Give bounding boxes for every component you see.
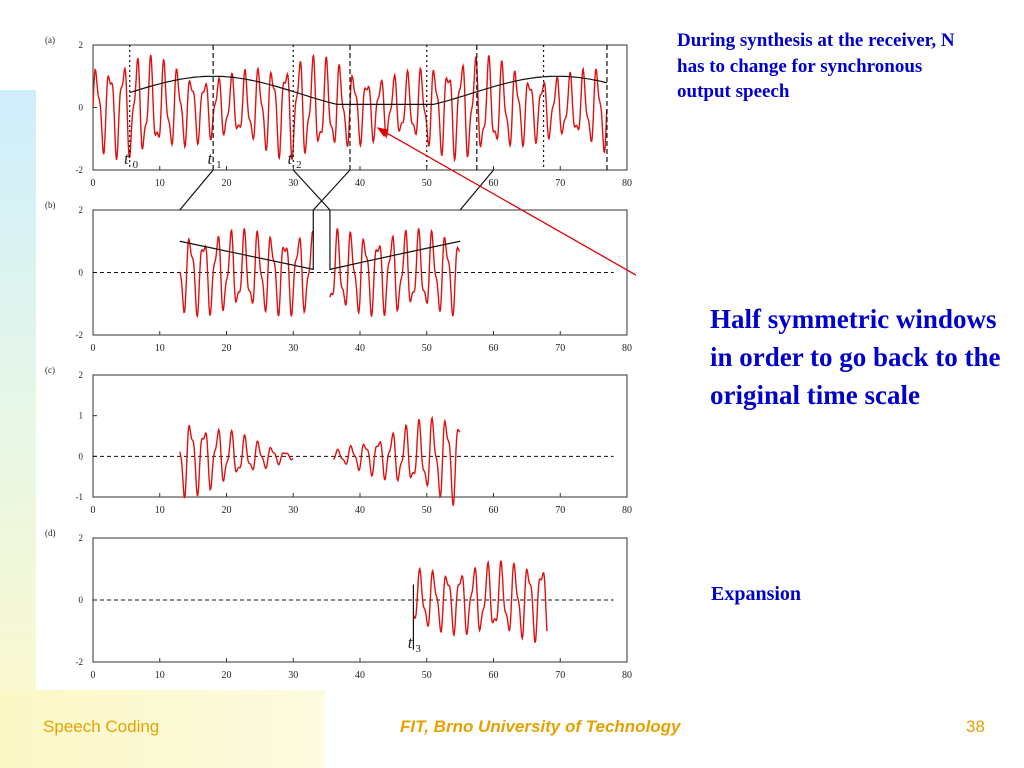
x-tick-label: 60 <box>489 178 499 189</box>
time-marker-subscript: 0 <box>133 159 139 171</box>
x-tick-label: 0 <box>91 505 96 516</box>
annotation-arrow-head <box>376 127 389 137</box>
y-tick-label: 0 <box>79 595 84 605</box>
y-tick-label: 2 <box>79 370 84 380</box>
x-tick-label: 10 <box>155 505 165 516</box>
y-tick-label: 2 <box>79 40 84 50</box>
x-tick-label: 0 <box>91 343 96 354</box>
window-envelope-b2 <box>329 210 461 271</box>
y-tick-label: -2 <box>76 165 84 175</box>
time-marker-label: t <box>207 149 213 168</box>
frame-connector <box>312 169 351 211</box>
footer-decor-band <box>0 690 325 768</box>
x-tick-label: 50 <box>422 178 432 189</box>
x-tick-label: 70 <box>555 343 565 354</box>
y-tick-label: 2 <box>79 533 84 543</box>
signal-trace-a <box>92 53 608 163</box>
x-tick-label: 80 <box>622 505 632 516</box>
footer-institution: FIT, Brno University of Technology <box>400 717 681 736</box>
x-tick-label: 60 <box>489 670 499 681</box>
x-tick-label: 60 <box>489 343 499 354</box>
x-tick-label: 80 <box>622 670 632 681</box>
x-tick-label: 20 <box>222 505 232 516</box>
time-marker-label: t <box>288 149 294 168</box>
panel-label: (c) <box>45 365 55 375</box>
x-tick-label: 0 <box>91 670 96 681</box>
x-tick-label: 50 <box>422 343 432 354</box>
x-tick-label: 10 <box>155 178 165 189</box>
x-tick-label: 80 <box>622 178 632 189</box>
x-tick-label: 40 <box>355 670 365 681</box>
panel-label: (a) <box>45 35 55 45</box>
note-expansion: Expansion <box>711 583 802 605</box>
x-tick-label: 40 <box>355 343 365 354</box>
window-envelope-a <box>129 75 608 105</box>
time-marker-label: t <box>408 633 414 652</box>
y-tick-label: 0 <box>79 451 84 461</box>
x-tick-label: 80 <box>622 343 632 354</box>
x-tick-label: 10 <box>155 670 165 681</box>
x-tick-label: 40 <box>355 178 365 189</box>
note-synthesis: During synthesis at the receiver, N has … <box>677 30 955 102</box>
signal-trace-c2 <box>332 415 461 507</box>
panel-label: (b) <box>45 200 56 210</box>
x-tick-label: 20 <box>222 343 232 354</box>
signal-trace-c1 <box>179 424 294 499</box>
y-tick-label: 1 <box>79 411 84 421</box>
panel-frame <box>92 374 628 498</box>
x-tick-label: 20 <box>222 670 232 681</box>
time-marker-subscript: 2 <box>296 159 302 171</box>
left-decor-band <box>0 90 36 710</box>
y-tick-label: -2 <box>76 330 84 340</box>
y-tick-label: -2 <box>76 657 84 667</box>
annotation-arrow-line <box>377 127 636 276</box>
y-tick-label: 0 <box>79 103 84 113</box>
frame-connector <box>292 169 331 211</box>
x-tick-label: 30 <box>288 670 298 681</box>
x-tick-label: 30 <box>288 178 298 189</box>
x-tick-label: 30 <box>288 343 298 354</box>
signal-trace-d <box>412 559 548 643</box>
x-tick-label: 70 <box>555 178 565 189</box>
x-tick-label: 40 <box>355 505 365 516</box>
x-tick-label: 60 <box>489 505 499 516</box>
y-tick-label: 2 <box>79 205 84 215</box>
x-tick-label: 70 <box>555 505 565 516</box>
frame-connector <box>459 169 494 211</box>
x-tick-label: 10 <box>155 343 165 354</box>
x-tick-label: 0 <box>91 178 96 189</box>
y-tick-label: 0 <box>79 268 84 278</box>
time-marker-label: t <box>124 149 130 168</box>
y-tick-label: -1 <box>76 492 84 502</box>
x-tick-label: 50 <box>422 505 432 516</box>
x-tick-label: 30 <box>288 505 298 516</box>
note-half-symmetric: Half symmetric windows in order to go ba… <box>710 304 1001 410</box>
x-tick-label: 50 <box>422 670 432 681</box>
footer-page-number: 38 <box>966 717 985 736</box>
time-marker-subscript: 1 <box>216 159 222 171</box>
x-tick-label: 20 <box>222 178 232 189</box>
frame-connector <box>179 169 214 211</box>
x-tick-label: 70 <box>555 670 565 681</box>
signal-trace-b1 <box>179 228 314 319</box>
window-envelope-b1 <box>179 210 314 271</box>
signal-trace-b2 <box>329 228 460 317</box>
time-marker-subscript: 3 <box>415 643 421 655</box>
panel-label: (d) <box>45 528 56 538</box>
footer-course: Speech Coding <box>43 717 160 736</box>
